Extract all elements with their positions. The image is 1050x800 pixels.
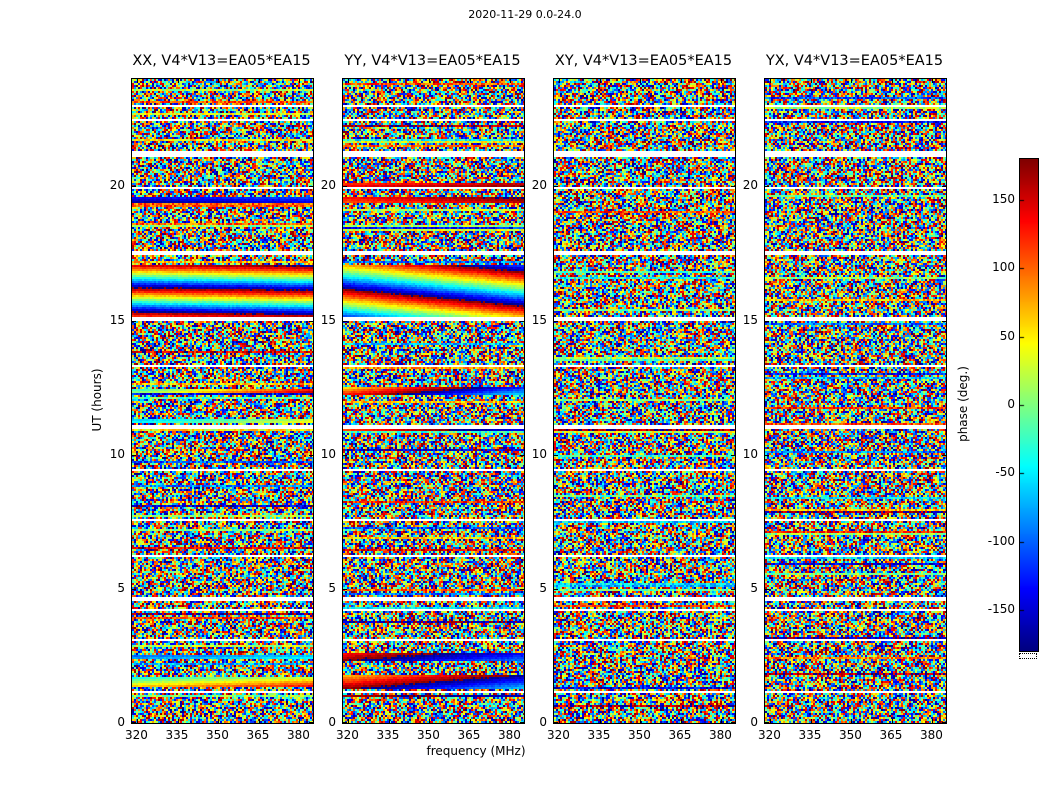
- phase-heatmap-canvas: [764, 78, 947, 724]
- panel-title: YY, V4*V13=EA05*EA15: [344, 53, 521, 69]
- x-tick-label: 335: [798, 728, 822, 742]
- figure-title: 2020-11-29 0.0-24.0: [468, 8, 582, 21]
- x-tick-label: 320: [546, 728, 570, 742]
- colorbar-label: phase (deg.): [956, 366, 970, 442]
- x-axis-label: frequency (MHz): [426, 744, 526, 758]
- y-tick-label: 20: [531, 178, 547, 193]
- colorbar-tick-label: -150: [987, 602, 1015, 616]
- x-tick-label: 365: [879, 728, 903, 742]
- x-tick-label: 350: [205, 728, 229, 742]
- y-tick-label: 10: [320, 446, 336, 461]
- y-tick-label: 5: [328, 580, 336, 595]
- x-tick-label: 335: [376, 728, 400, 742]
- y-tick-label: 5: [117, 580, 125, 595]
- colorbar-tick-label: 0: [1007, 397, 1015, 411]
- y-tick-label: 10: [109, 446, 125, 461]
- x-tick-label: 320: [757, 728, 781, 742]
- y-tick-label: 10: [742, 446, 758, 461]
- y-tick-label: 10: [531, 446, 547, 461]
- x-tick-label: 380: [287, 728, 310, 742]
- x-tick-label: 380: [498, 728, 521, 742]
- x-tick-label: 335: [587, 728, 611, 742]
- phase-heatmap-canvas: [342, 78, 525, 724]
- y-tick-label: 15: [742, 312, 758, 327]
- colorbar-tick-label: -100: [987, 533, 1015, 548]
- phase-heatmap-canvas: [553, 78, 736, 724]
- y-tick-label: 5: [539, 580, 547, 595]
- colorbar-tick-label: 150: [992, 192, 1015, 206]
- colorbar-tick-label: -50: [995, 465, 1015, 480]
- panel-title: XY, V4*V13=EA05*EA15: [554, 53, 733, 69]
- x-tick-label: 320: [124, 728, 148, 742]
- y-tick-label: 15: [531, 312, 547, 327]
- x-tick-label: 350: [627, 728, 651, 742]
- colorbar-tick-label: 100: [992, 260, 1015, 275]
- y-tick-label: 20: [320, 178, 336, 193]
- x-tick-label: 380: [709, 728, 732, 742]
- x-tick-label: 335: [165, 728, 189, 742]
- x-tick-label: 380: [920, 728, 943, 742]
- colorbar-tick-label: 50: [999, 328, 1015, 343]
- y-tick-label: 15: [109, 312, 125, 327]
- x-tick-label: 350: [838, 728, 862, 742]
- y-tick-label: 15: [320, 312, 336, 327]
- y-tick-label: 5: [750, 580, 758, 595]
- x-tick-label: 365: [668, 728, 692, 742]
- x-tick-label: 365: [457, 728, 481, 742]
- phase-heatmap-canvas: [131, 78, 314, 724]
- y-tick-label: 0: [328, 715, 336, 729]
- colorbar-gradient: [1019, 158, 1039, 652]
- colorbar-extend-marker: [1019, 653, 1037, 659]
- panel-title: XX, V4*V13=EA05*EA15: [132, 53, 311, 69]
- y-tick-label: 0: [539, 715, 547, 729]
- y-tick-label: 0: [117, 715, 125, 729]
- y-tick-label: 20: [742, 178, 758, 193]
- y-axis-label: UT (hours): [90, 368, 104, 432]
- panel-title: YX, V4*V13=EA05*EA15: [765, 53, 944, 69]
- x-tick-label: 350: [416, 728, 440, 742]
- x-tick-label: 365: [246, 728, 270, 742]
- y-tick-label: 0: [750, 715, 758, 729]
- y-tick-label: 20: [109, 178, 125, 193]
- x-tick-label: 320: [335, 728, 359, 742]
